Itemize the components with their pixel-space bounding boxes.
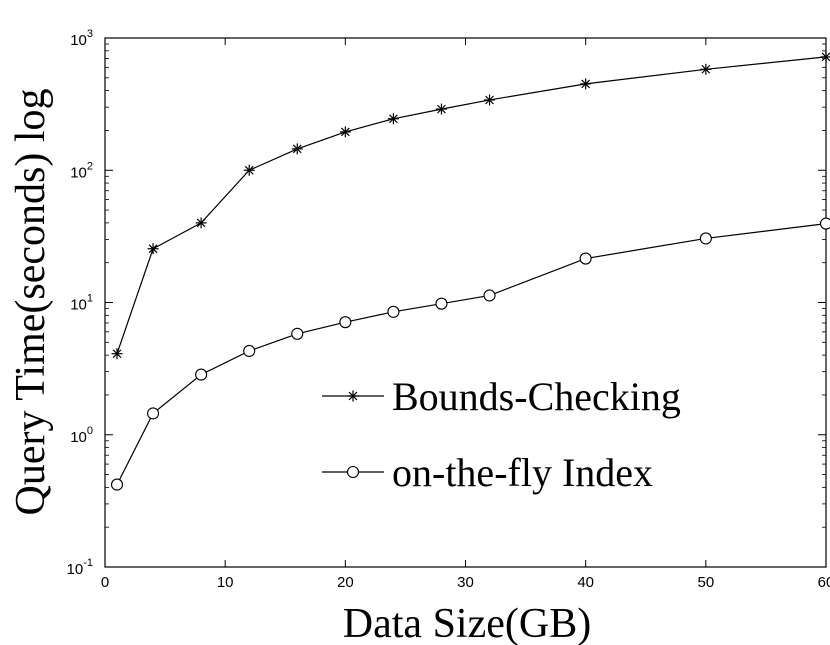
y-tick-label: 101 [70, 293, 93, 314]
data-point-circle [346, 465, 360, 479]
data-point-asterisk [195, 217, 207, 229]
data-point-circle [291, 327, 304, 340]
y-tick-label: 100 [70, 425, 93, 446]
x-tick-label: 30 [457, 574, 474, 591]
legend: Bounds-Checking on-the-fly Index [322, 374, 681, 495]
x-tick-label: 50 [697, 574, 714, 591]
data-point-asterisk [339, 126, 351, 138]
series-line [116, 56, 827, 354]
data-point-circle [195, 368, 208, 381]
data-point-asterisk [580, 78, 592, 90]
x-tick-label: 20 [337, 574, 354, 591]
data-point-asterisk [820, 51, 830, 63]
x-axis-ticks: 0 10 20 30 40 50 60 [101, 38, 830, 591]
data-point-circle [339, 316, 352, 329]
x-tick-label: 0 [101, 574, 109, 591]
data-point-circle [147, 407, 160, 420]
data-point-asterisk [291, 143, 303, 155]
y-tick-label: 102 [70, 160, 93, 181]
legend-label: on-the-fly Index [392, 450, 653, 495]
data-point-circle [483, 289, 496, 302]
legend-item: Bounds-Checking [322, 374, 681, 419]
data-point-asterisk [435, 103, 447, 115]
legend-label: Bounds-Checking [392, 374, 681, 419]
series-layer [110, 51, 830, 491]
data-point-circle [579, 252, 592, 265]
x-axis-title: Data Size(GB) [343, 601, 591, 645]
data-point-circle [387, 305, 400, 318]
data-point-circle [435, 297, 448, 310]
data-point-circle [699, 232, 712, 245]
x-tick-label: 10 [217, 574, 234, 591]
data-point-asterisk [700, 63, 712, 75]
data-point-asterisk [387, 113, 399, 125]
data-point-circle [110, 478, 124, 491]
y-axis-ticks: 10-1 100 101 102 103 [67, 28, 826, 578]
data-point-circle [819, 217, 830, 230]
data-point-asterisk [147, 243, 159, 255]
x-tick-label: 60 [818, 574, 830, 591]
data-point-asterisk [484, 94, 496, 106]
series-line [116, 223, 827, 485]
y-axis-title: Query Time(seconds) log [8, 89, 54, 516]
x-tick-label: 40 [577, 574, 594, 591]
series-bounds-checking [111, 51, 830, 360]
data-point-asterisk [111, 348, 123, 360]
legend-item: on-the-fly Index [322, 450, 653, 495]
data-point-asterisk [347, 390, 359, 402]
data-point-circle [243, 344, 256, 358]
data-point-asterisk [243, 164, 255, 176]
y-tick-label: 10-1 [67, 557, 93, 578]
series-on-the-fly-index [110, 217, 830, 491]
y-tick-label: 103 [70, 28, 93, 49]
